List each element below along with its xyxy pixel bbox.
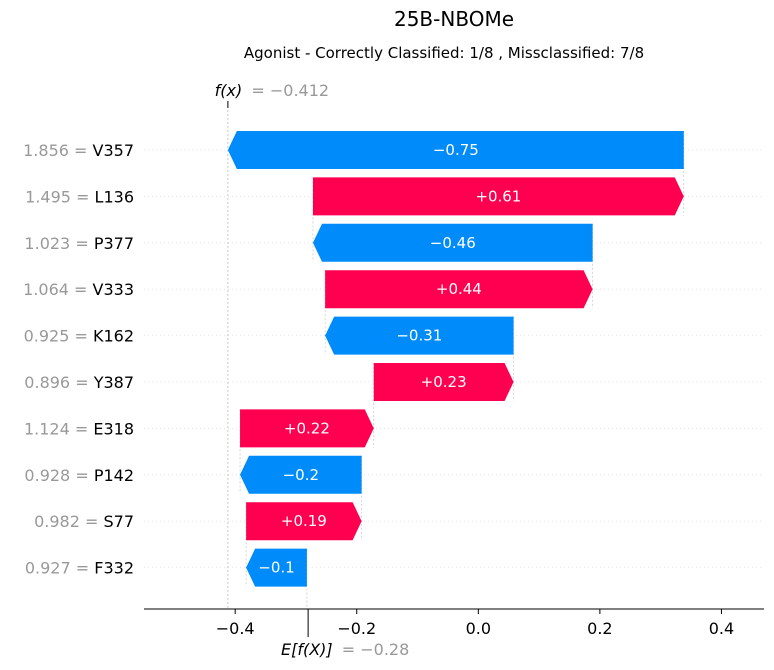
bar-value-label: −0.46 — [430, 234, 476, 252]
chart-subtitle: Agonist - Correctly Classified: 1/8 , Mi… — [244, 44, 644, 62]
bar-value-label: +0.23 — [421, 373, 467, 391]
bar-value-label: −0.1 — [258, 559, 294, 577]
shap-bar — [312, 177, 684, 216]
shap-bar — [312, 223, 593, 262]
x-tick-label: 0.2 — [587, 619, 612, 638]
feature-name: L136 — [95, 187, 134, 206]
bar-value-label: −0.31 — [396, 327, 442, 345]
feature-label: 0.927 = F332 — [25, 559, 134, 578]
feature-value: 1.495 = — [25, 187, 94, 206]
bar-value-label: −0.75 — [433, 141, 479, 159]
chart-title: 25B-NBOMe — [394, 7, 514, 31]
feature-label: 1.023 = P377 — [24, 234, 134, 253]
feature-name: P377 — [94, 234, 134, 253]
feature-value: 0.925 = — [24, 327, 93, 346]
x-axis-ticks: −0.4 −0.2 0.0 0.2 0.4 — [216, 609, 734, 638]
feature-label: 0.925 = K162 — [24, 327, 134, 346]
shap-bar — [240, 455, 362, 494]
feature-value: 0.982 = — [34, 512, 103, 531]
feature-value: 0.927 = — [25, 559, 94, 578]
efx-annotation: E[f(X)] = −0.28 — [281, 640, 409, 659]
fx-value: = −0.412 — [251, 81, 329, 100]
efx-label: E[f(X)] — [281, 640, 333, 659]
x-tick-label: −0.2 — [337, 619, 376, 638]
feature-value: 1.856 = — [23, 141, 92, 160]
shap-bar — [246, 502, 362, 541]
feature-name: V333 — [93, 280, 134, 299]
feature-name: S77 — [103, 512, 134, 531]
feature-value: 1.124 = — [24, 419, 93, 438]
feature-label: 0.928 = P142 — [24, 466, 134, 485]
shap-bar — [373, 363, 514, 401]
shap-bar — [325, 270, 593, 309]
feature-value: 1.023 = — [24, 234, 93, 253]
fx-annotation: f(x) = −0.412 — [215, 81, 329, 100]
feature-label: 0.982 = S77 — [34, 512, 134, 531]
shap-bar — [246, 548, 307, 587]
feature-name: F332 — [94, 559, 134, 578]
bar-value-label: +0.19 — [281, 512, 327, 530]
feature-name: E318 — [93, 419, 134, 438]
feature-value: 0.896 = — [24, 373, 93, 392]
feature-label: 1.495 = L136 — [25, 187, 134, 206]
feature-value: 1.064 = — [23, 280, 92, 299]
feature-label: 1.124 = E318 — [24, 419, 134, 438]
feature-label: 1.856 = V357 — [23, 141, 134, 160]
bars-group: −0.75 +0.61 −0.46 +0.44 −0.31 +0.23 +0.22 −0.2 +… — [227, 131, 684, 587]
bar-value-label: −0.2 — [283, 466, 319, 484]
x-tick-label: −0.4 — [216, 619, 255, 638]
bar-value-label: +0.44 — [436, 280, 482, 298]
shap-bar — [227, 131, 684, 169]
x-tick-label: 0.0 — [466, 619, 491, 638]
feature-value: 0.928 = — [24, 466, 93, 485]
feature-name: K162 — [93, 327, 134, 346]
fx-label: f(x) — [215, 81, 243, 100]
feature-name: V357 — [93, 141, 134, 160]
shap-bar — [325, 316, 514, 355]
feature-name: P142 — [94, 466, 134, 485]
bar-value-label: +0.22 — [284, 419, 330, 437]
feature-label: 0.896 = Y387 — [24, 373, 134, 392]
efx-value: = −0.28 — [342, 640, 410, 659]
feature-label: 1.064 = V333 — [23, 280, 134, 299]
feature-name: Y387 — [93, 373, 134, 392]
x-tick-label: 0.4 — [709, 619, 734, 638]
shap-bar — [240, 409, 374, 448]
bar-value-label: +0.61 — [475, 187, 521, 205]
feature-labels: 1.856 = V357 1.495 = L136 1.023 = P377 1.06… — [23, 141, 134, 578]
